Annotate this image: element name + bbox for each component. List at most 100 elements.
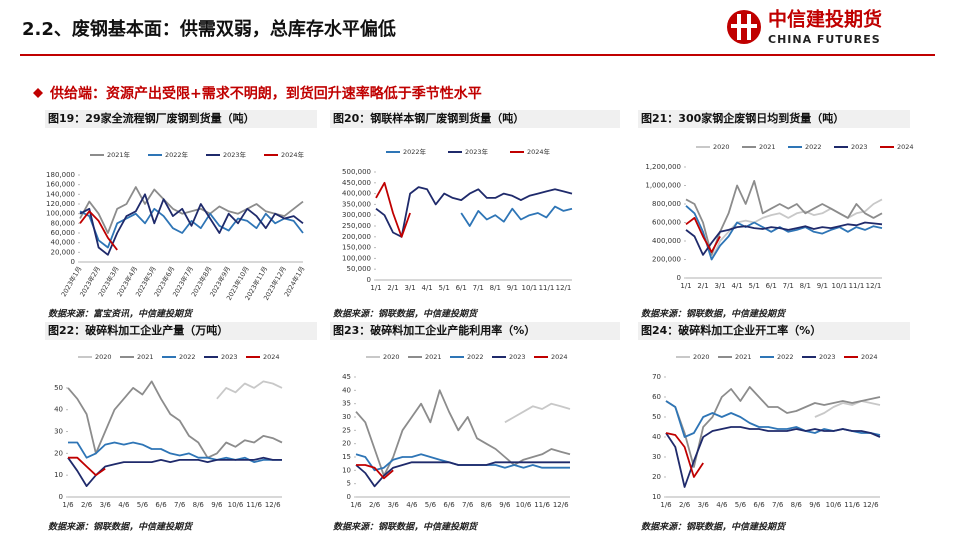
chart-panel: 图19：29家全流程钢厂废钢到货量（吨） 数据来源：富宝资讯，中信建投期货 0 20,…	[45, 110, 317, 320]
series-line	[665, 426, 881, 488]
y-tick-label: 150,000	[342, 244, 371, 252]
legend-label: 2022	[777, 353, 794, 361]
y-tick-label: 0	[59, 493, 63, 501]
chart-title: 图23：破碎料加工企业产能利用率（%）	[333, 323, 535, 337]
x-tick-label: 6/6	[443, 501, 455, 509]
y-tick-label: 50,000	[347, 265, 372, 273]
x-tick-label: 11/6	[534, 501, 550, 509]
legend-label: 2023	[819, 353, 836, 361]
x-tick-label: 8/6	[791, 501, 803, 509]
y-tick-label: 40	[652, 433, 661, 441]
x-tick-label: 5/1	[439, 284, 450, 292]
legend-label: 2024	[551, 353, 568, 361]
y-tick-label: 1,000,000	[645, 182, 681, 190]
y-tick-label: 250,000	[342, 222, 371, 230]
x-tick-label: 7/1	[783, 282, 794, 290]
legend-label: 2023	[851, 143, 868, 151]
legend-label: 2022	[467, 353, 484, 361]
y-tick-label: 450,000	[342, 179, 371, 187]
x-tick-label: 2/1	[697, 282, 708, 290]
x-tick-label: 8/1	[800, 282, 811, 290]
legend-label: 2020	[383, 353, 400, 361]
y-tick-label: 60,000	[51, 229, 76, 237]
y-tick-label: 30	[342, 413, 351, 421]
legend-label: 2024年	[527, 147, 551, 156]
y-tick-label: 10	[342, 466, 351, 474]
y-tick-label: 600,000	[652, 219, 681, 227]
legend-label: 2023年	[465, 147, 489, 156]
y-tick-label: 400,000	[652, 237, 681, 245]
chart-title: 图20：钢联样本钢厂废钢到货量（吨）	[333, 111, 524, 125]
chart-title: 图22：破碎料加工企业产量（万吨）	[48, 323, 228, 337]
legend-label: 2024	[897, 143, 914, 151]
x-tick-label: 6/6	[753, 501, 765, 509]
series-line	[375, 186, 573, 238]
legend-label: 2021	[137, 353, 154, 361]
chart-title-band	[330, 322, 620, 340]
chart-panel: 图21：300家钢企废钢日均到货量（吨） 数据来源：钢联数据，中信建投期货 0 200…	[638, 110, 914, 320]
x-tick-label: 10/1	[832, 282, 848, 290]
series-line	[68, 441, 282, 463]
y-tick-label: 200,000	[342, 233, 371, 241]
x-tick-label: 10/6	[516, 501, 532, 509]
x-tick-label: 5/6	[137, 501, 149, 509]
series-line	[504, 402, 571, 424]
chart-panel: 图22：破碎料加工企业产量（万吨） 数据来源：钢联数据，中信建投期货 0 10 20 30…	[45, 322, 317, 533]
y-tick-label: 10	[652, 493, 661, 501]
legend-label: 2021	[759, 143, 776, 151]
y-tick-label: 50	[652, 413, 661, 421]
y-tick-label: 800,000	[652, 200, 681, 208]
x-tick-label: 3/6	[698, 501, 710, 509]
y-tick-label: 15	[342, 453, 351, 461]
chart-source: 数据来源：钢联数据，中信建投期货	[641, 522, 787, 533]
y-tick-label: 35	[342, 400, 351, 408]
x-tick-label: 10/1	[522, 284, 538, 292]
x-tick-label: 2/1	[387, 284, 398, 292]
x-tick-label: 9/1	[507, 284, 518, 292]
legend-label: 2021	[735, 353, 752, 361]
x-tick-label: 9/6	[499, 501, 511, 509]
legend-label: 2024	[861, 353, 878, 361]
x-tick-label: 7/6	[772, 501, 784, 509]
x-tick-label: 3/6	[100, 501, 112, 509]
chart-title-band	[638, 322, 910, 340]
series-line	[216, 380, 283, 400]
legend-label: 2022	[805, 143, 822, 151]
y-tick-label: 30	[652, 453, 661, 461]
series-line	[665, 386, 881, 468]
x-tick-label: 2/6	[679, 501, 691, 509]
chart-title: 图19：29家全流程钢厂废钢到货量（吨）	[48, 111, 255, 125]
y-tick-label: 120,000	[46, 200, 75, 208]
y-tick-label: 0	[367, 276, 371, 284]
series-line	[79, 186, 304, 234]
legend-label: 2024年	[281, 150, 305, 159]
y-tick-label: 25	[342, 426, 351, 434]
legend-label: 2023	[509, 353, 526, 361]
y-tick-label: 300,000	[342, 211, 371, 219]
x-tick-label: 1/6	[62, 501, 74, 509]
x-tick-label: 8/6	[193, 501, 205, 509]
series-line	[460, 205, 573, 227]
x-tick-label: 4/1	[731, 282, 742, 290]
y-tick-label: 20	[342, 440, 351, 448]
legend-label: 2023	[221, 353, 238, 361]
x-tick-label: 1/6	[660, 501, 672, 509]
series-line	[79, 210, 118, 251]
y-tick-label: 350,000	[342, 200, 371, 208]
chart-panel: 图24：破碎料加工企业开工率（%） 数据来源：钢联数据，中信建投期货 10 20 30 4…	[638, 322, 910, 533]
legend-label: 2021	[425, 353, 442, 361]
y-tick-label: 30	[54, 428, 63, 436]
legend-label: 2022年	[165, 150, 189, 159]
x-tick-label: 3/1	[404, 284, 415, 292]
chart-source: 数据来源：钢联数据，中信建投期货	[333, 309, 479, 320]
series-line	[710, 198, 883, 260]
series-line	[79, 207, 304, 249]
x-tick-label: 1/1	[680, 282, 691, 290]
x-tick-label: 8/1	[490, 284, 501, 292]
logo-emblem-bar	[731, 24, 757, 28]
x-tick-label: 9/6	[809, 501, 821, 509]
legend-label: 2020	[713, 143, 730, 151]
chart-source: 数据来源：钢联数据，中信建投期货	[641, 309, 787, 320]
series-line	[814, 400, 881, 418]
x-tick-label: 1/1	[370, 284, 381, 292]
